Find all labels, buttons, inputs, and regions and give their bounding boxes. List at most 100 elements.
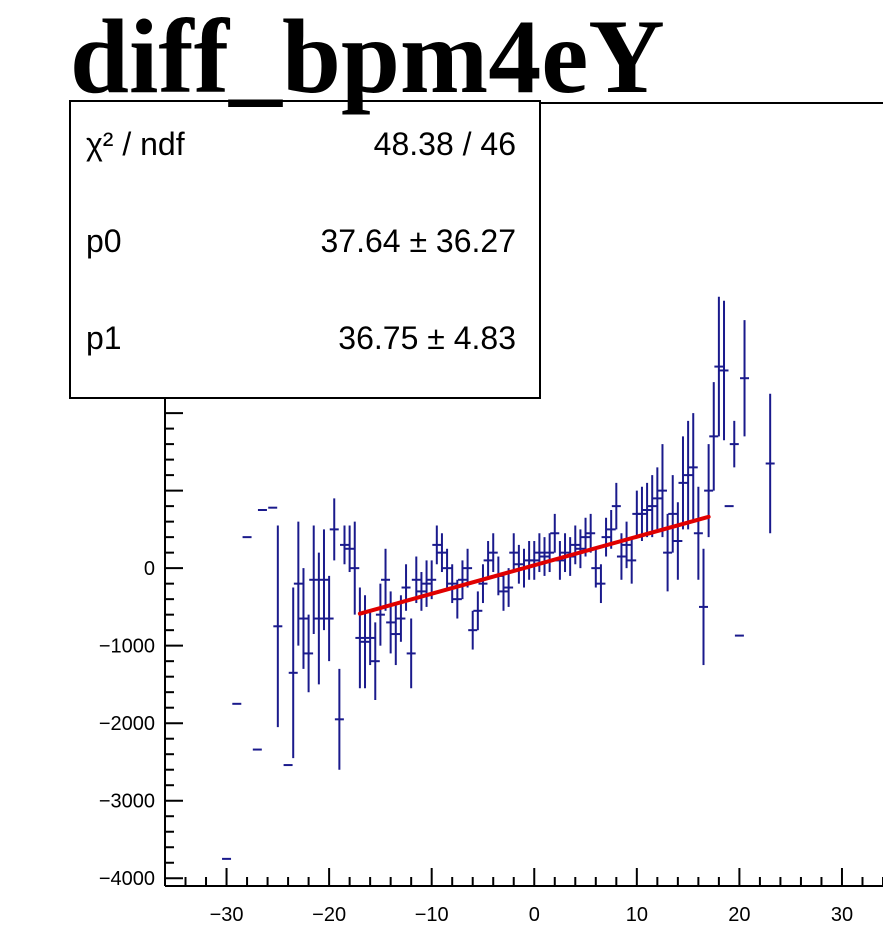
data-point [309,525,319,635]
data-point [719,300,729,441]
data-point [324,575,334,662]
data-point [298,568,308,669]
data-point [765,393,775,534]
data-point [355,587,365,689]
data-point [340,525,349,565]
fit-line [357,514,711,616]
data-point [350,521,360,615]
data-point [483,541,493,580]
data-point [381,548,391,611]
data-point [647,475,657,538]
data-point [575,529,585,569]
data-point [693,486,703,580]
data-point [545,533,555,573]
data-point [601,517,611,557]
data-point [678,436,688,530]
data-point [447,564,457,604]
data-point [611,482,621,530]
x-tick-label: 10 [626,904,648,926]
data-point [319,529,329,631]
data-point [570,525,580,565]
data-point [688,413,698,522]
stats-box: χ² / ndf 48.38 / 46 p0 37.64 ± 36.27 p1 36.75… [69,100,541,399]
data-point [386,591,396,654]
chart-title: diff_bpm4eY [70,0,665,115]
data-point [560,533,570,573]
x-tick-label: −10 [415,904,449,926]
data-point [704,444,714,538]
data-point [652,467,662,530]
stats-row-name: p0 [86,223,122,259]
data-point [504,568,514,607]
data-point [740,320,750,437]
stats-box-frame [69,100,541,399]
y-tick-label: −3000 [99,791,155,813]
data-point [411,556,421,604]
data-point [457,560,467,600]
data-point [473,591,483,631]
data-point [365,610,375,666]
data-point [586,513,596,553]
data-point [657,444,667,538]
y-tick-label: −2000 [99,713,155,735]
stats-row-value: 48.38 / 46 [374,126,516,162]
data-point [334,668,344,770]
data-point [401,564,411,611]
data-point [673,502,683,580]
data-point [627,537,637,584]
stats-row-name: p1 [86,320,122,356]
y-tick-label: 0 [144,558,155,580]
data-point [416,572,426,611]
data-point [550,513,560,553]
data-point [345,525,355,573]
data-point [314,552,324,685]
data-point [529,541,539,580]
data-point [498,572,508,611]
data-point [668,475,678,553]
data-point [540,537,550,576]
x-tick-label: −20 [312,904,346,926]
data-point [699,548,708,666]
data-point [683,420,693,530]
data-point [591,548,601,588]
stats-row-value: 37.64 ± 36.27 [321,223,517,259]
data-point [468,610,478,650]
data-point [370,622,380,700]
data-point [478,564,488,604]
y-tick-label: −4000 [99,868,155,890]
data-point [375,583,385,646]
data-point [642,482,652,538]
data-point [288,587,298,759]
x-tick-label: 30 [831,904,853,926]
data-point [709,382,719,491]
data-point [329,498,339,561]
data-point [304,614,314,693]
data-point [509,533,519,573]
data-point [391,603,401,666]
stats-row-name: χ² / ndf [86,126,185,162]
y-tick-label: −1000 [99,636,155,658]
data-point [714,296,724,437]
error-bars [222,296,775,860]
data-point [406,618,416,689]
data-point [488,533,498,573]
x-tick-label: 20 [728,904,750,926]
data-point [442,548,452,588]
x-tick-label: −30 [210,904,244,926]
data-point [293,521,303,646]
data-point [463,548,473,588]
data-point [432,525,442,565]
stats-row-value: 36.75 ± 4.83 [338,320,516,356]
data-point [596,564,606,604]
data-point [273,525,283,728]
data-point [514,544,524,584]
data-point [637,486,647,542]
data-point [360,595,370,689]
x-tick-label: 0 [529,904,540,926]
data-point [729,420,739,468]
data-point [437,533,447,573]
data-point [622,521,632,569]
data-point [422,560,432,607]
fit-layer [357,514,711,616]
